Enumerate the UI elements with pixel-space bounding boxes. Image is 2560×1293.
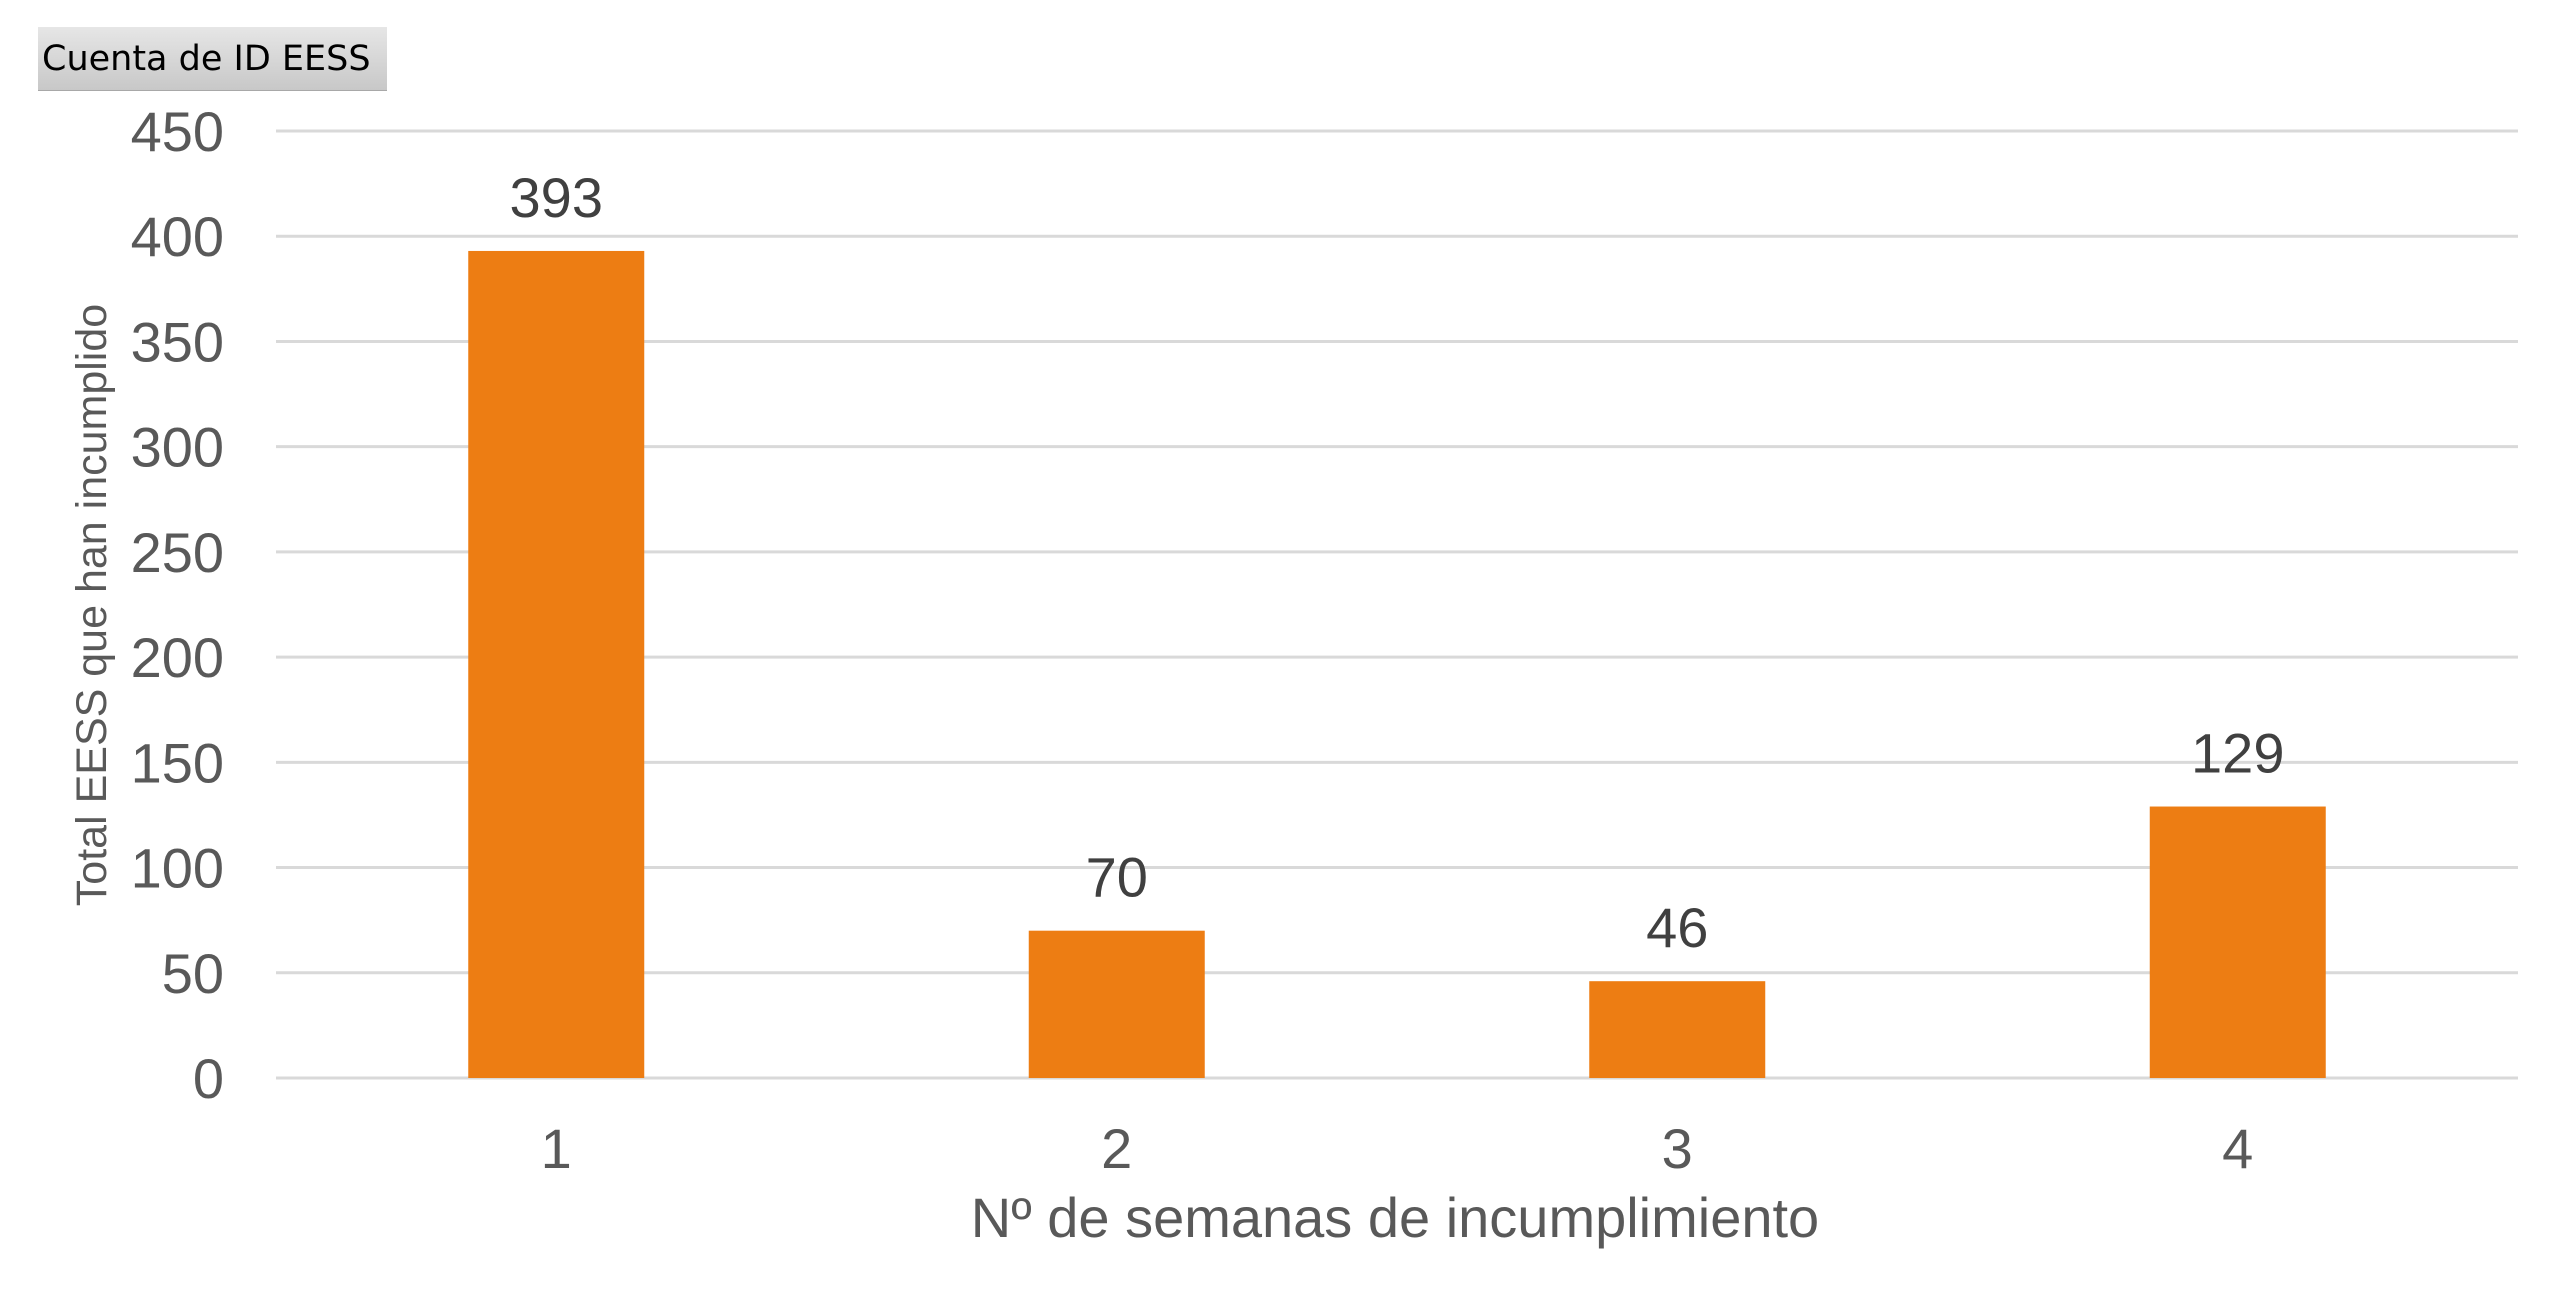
data-label-3: 46 <box>1646 896 1708 959</box>
field-button-cuenta-id-eess[interactable]: Cuenta de ID EESS <box>38 27 387 91</box>
gridlines <box>276 129 2518 1080</box>
x-axis-title: Nº de semanas de incumplimiento <box>971 1186 1819 1249</box>
y-tick-label-200: 200 <box>131 626 224 689</box>
bar-4 <box>2149 806 2326 1078</box>
x-tick-label-2: 2 <box>1101 1117 1132 1180</box>
x-tick-label-1: 1 <box>541 1117 572 1180</box>
y-axis-ticks: 0 50 100 150 200 250 300 350 400 450 <box>131 100 224 1110</box>
bar-1 <box>468 250 645 1078</box>
y-axis-title: Total EESS que han incumplido <box>68 304 116 906</box>
data-label-2: 70 <box>1086 846 1148 909</box>
y-tick-label-300: 300 <box>131 416 224 479</box>
y-tick-label-150: 150 <box>131 731 224 794</box>
data-label-1: 393 <box>510 166 603 229</box>
bar-2 <box>1028 930 1205 1078</box>
bars <box>468 250 2326 1078</box>
y-tick-label-450: 450 <box>131 100 224 163</box>
y-tick-label-350: 350 <box>131 310 224 373</box>
bar-3 <box>1589 981 1766 1078</box>
data-label-4: 129 <box>2191 722 2284 785</box>
data-labels: 393 70 46 129 <box>510 166 2285 959</box>
x-tick-label-4: 4 <box>2222 1117 2253 1180</box>
x-tick-label-3: 3 <box>1662 1117 1693 1180</box>
y-tick-label-50: 50 <box>162 942 224 1005</box>
y-tick-label-400: 400 <box>131 205 224 268</box>
x-axis-ticks: 1 2 3 4 <box>541 1117 2254 1180</box>
y-tick-label-100: 100 <box>131 837 224 900</box>
y-tick-label-0: 0 <box>193 1047 224 1110</box>
y-tick-label-250: 250 <box>131 521 224 584</box>
